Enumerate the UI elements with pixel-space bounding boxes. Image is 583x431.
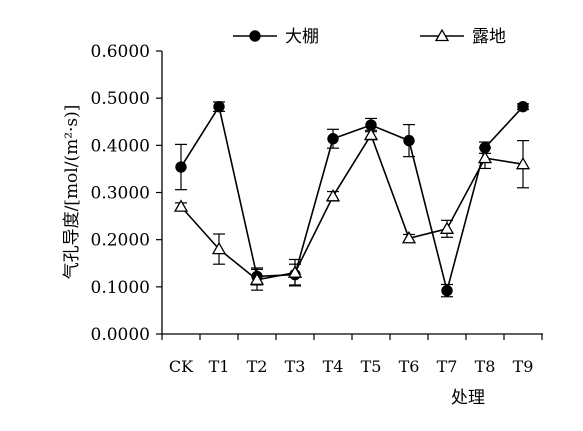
legend-item: 露地 bbox=[420, 27, 506, 47]
series-line bbox=[180, 133, 524, 281]
y-tick-label: 0.0000 bbox=[91, 325, 150, 345]
data-point bbox=[175, 161, 187, 173]
data-point bbox=[403, 134, 415, 147]
y-axis-title: 气孔导度/[mol/(m²·s)] bbox=[62, 105, 82, 280]
x-tick-label: T1 bbox=[209, 357, 230, 376]
y-tick-label: 0.2000 bbox=[91, 231, 150, 251]
x-tick-label: T9 bbox=[513, 357, 534, 376]
data-point bbox=[515, 156, 531, 170]
legend-label: 大棚 bbox=[285, 27, 319, 47]
x-tick-label: CK bbox=[169, 357, 194, 376]
x-tick-label: T8 bbox=[475, 357, 496, 376]
y-tick-label: 0.3000 bbox=[91, 184, 150, 204]
x-axis-title: 处理 bbox=[451, 388, 485, 408]
data-point bbox=[363, 127, 379, 141]
legend-marker bbox=[249, 30, 261, 42]
data-point bbox=[327, 133, 339, 145]
legend: 大棚 露地 bbox=[233, 27, 506, 47]
data-point bbox=[325, 188, 341, 202]
axes bbox=[161, 51, 543, 335]
data-point bbox=[517, 100, 529, 113]
x-tick-label: T3 bbox=[285, 357, 306, 376]
data-point bbox=[401, 230, 417, 244]
series-line bbox=[180, 104, 524, 294]
legend-label: 露地 bbox=[472, 27, 506, 47]
x-tick-label: T7 bbox=[437, 357, 458, 376]
x-tick-label: T6 bbox=[399, 357, 420, 376]
data-point bbox=[287, 265, 303, 278]
data-point bbox=[211, 241, 227, 255]
legend-marker bbox=[434, 28, 450, 42]
x-tick-label: T2 bbox=[247, 357, 268, 376]
x-axis-ticks: CK T1 T2 T3 T4 T5 T6 T7 T8 T9 bbox=[161, 334, 543, 376]
y-tick-label: 0.6000 bbox=[91, 42, 150, 62]
series-layer bbox=[173, 100, 531, 298]
y-tick-label: 0.5000 bbox=[91, 89, 150, 109]
series-1 bbox=[175, 100, 529, 298]
data-point bbox=[477, 150, 493, 164]
y-tick-label: 0.4000 bbox=[91, 136, 150, 156]
data-point bbox=[441, 284, 453, 297]
data-point bbox=[249, 272, 265, 285]
data-point bbox=[213, 100, 225, 113]
x-tick-label: T4 bbox=[323, 357, 344, 376]
y-tick-label: 0.1000 bbox=[91, 278, 150, 298]
legend-item: 大棚 bbox=[233, 27, 319, 47]
y-axis-ticks: 0.0000 0.1000 0.2000 0.3000 0.4000 0.5000 0.60… bbox=[91, 42, 162, 345]
data-point bbox=[439, 221, 455, 234]
data-point bbox=[173, 199, 189, 212]
x-tick-label: T5 bbox=[361, 357, 382, 376]
series-2 bbox=[173, 127, 531, 291]
